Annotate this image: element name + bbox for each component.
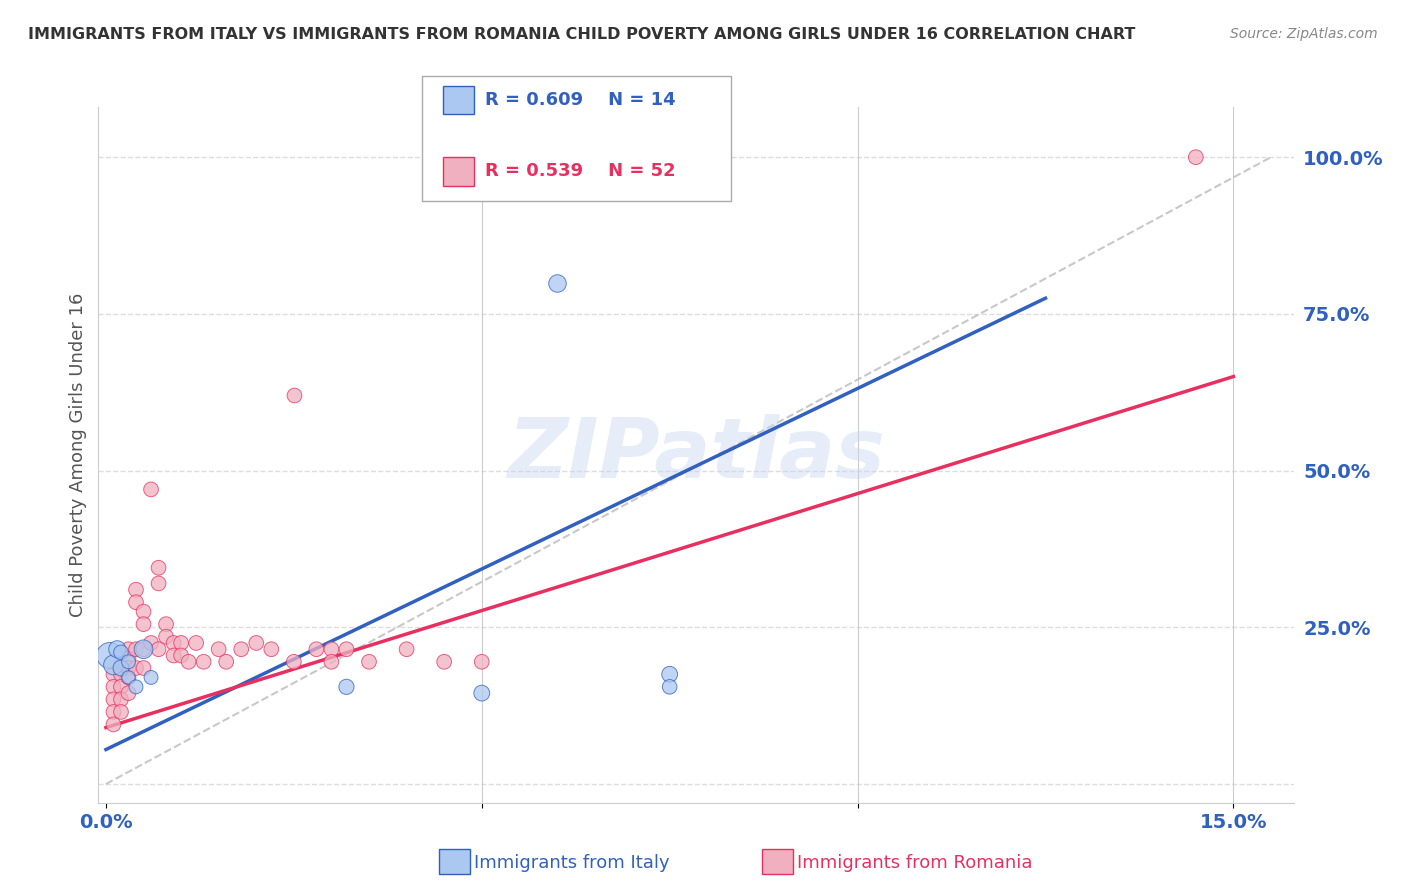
Point (103, 705, 125, 719)
Point (357, 655, 380, 669)
Point (471, 686, 494, 700)
Point (132, 642, 155, 657)
Point (110, 645, 132, 659)
Point (117, 642, 139, 657)
Point (658, 680, 681, 694)
Text: ZIPatlas: ZIPatlas (508, 415, 884, 495)
Point (1185, 150, 1208, 164)
Point (283, 655, 305, 669)
Point (184, 636, 207, 650)
Point (395, 642, 418, 657)
Point (215, 655, 238, 669)
Point (117, 670, 139, 684)
Point (335, 642, 357, 657)
Point (103, 692, 125, 706)
Text: Immigrants from Romania: Immigrants from Romania (797, 854, 1032, 871)
Point (162, 636, 184, 650)
Point (170, 636, 193, 650)
Point (208, 642, 231, 657)
Point (139, 483, 162, 497)
Point (132, 617, 155, 632)
Point (125, 642, 148, 657)
Point (283, 388, 305, 402)
Point (103, 667, 125, 681)
Point (335, 680, 357, 694)
Point (245, 636, 267, 650)
Point (148, 642, 170, 657)
Point (117, 670, 139, 684)
Point (103, 657, 125, 672)
Point (321, 655, 343, 669)
Point (546, 276, 568, 290)
Text: R = 0.609    N = 14: R = 0.609 N = 14 (485, 91, 676, 109)
Point (110, 667, 132, 681)
Point (110, 661, 132, 675)
Point (132, 605, 155, 619)
Point (162, 648, 184, 663)
Point (110, 692, 132, 706)
Point (193, 655, 215, 669)
Point (125, 661, 148, 675)
Text: IMMIGRANTS FROM ITALY VS IMMIGRANTS FROM ROMANIA CHILD POVERTY AMONG GIRLS UNDER: IMMIGRANTS FROM ITALY VS IMMIGRANTS FROM… (28, 27, 1136, 42)
Point (117, 661, 139, 675)
Point (305, 642, 328, 657)
Point (260, 642, 283, 657)
Point (125, 680, 148, 694)
Text: Source: ZipAtlas.com: Source: ZipAtlas.com (1230, 27, 1378, 41)
Point (110, 705, 132, 719)
Point (658, 667, 681, 681)
Text: R = 0.539    N = 52: R = 0.539 N = 52 (485, 162, 676, 180)
Point (177, 655, 200, 669)
Point (117, 651, 139, 665)
Point (103, 717, 125, 731)
Point (170, 648, 193, 663)
Point (321, 642, 343, 657)
Point (433, 655, 456, 669)
Point (132, 642, 155, 657)
Point (110, 657, 132, 672)
Point (139, 670, 162, 684)
Point (231, 642, 253, 657)
Text: Immigrants from Italy: Immigrants from Italy (474, 854, 669, 871)
Point (105, 642, 128, 657)
Point (155, 630, 177, 644)
Point (132, 661, 155, 675)
Point (139, 636, 162, 650)
Point (117, 686, 139, 700)
Point (148, 560, 170, 574)
Point (103, 680, 125, 694)
Point (148, 576, 170, 591)
Point (155, 617, 177, 632)
Point (110, 680, 132, 694)
Point (98, 648, 121, 663)
Point (125, 595, 148, 609)
Point (471, 655, 494, 669)
Point (125, 582, 148, 597)
Point (117, 655, 139, 669)
Y-axis label: Child Poverty Among Girls Under 16: Child Poverty Among Girls Under 16 (69, 293, 87, 617)
